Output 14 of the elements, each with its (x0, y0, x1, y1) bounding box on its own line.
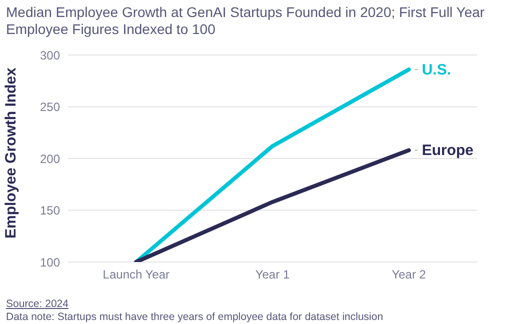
text: Data note: Startups must have three years of employee data for dataset inclusion (6, 311, 384, 323)
y-tick-label: 200 (40, 152, 60, 166)
x-tick-label: Year 1 (255, 268, 290, 282)
series-label: Europe (422, 142, 474, 160)
x-tick-label: Year 2 (392, 268, 426, 282)
series-label: U.S. (422, 61, 452, 78)
y-tick-label: 300 (40, 48, 60, 62)
y-tick-label: 100 (40, 255, 60, 270)
y-axis-title: Employee Growth Index (2, 66, 20, 238)
x-tick-label: Launch Year (102, 268, 170, 282)
chart-title: Median Employee Growth at GenAI Startups Founded in 2020; First Full Year Employee Figures Indexed to 100 (6, 4, 486, 38)
source-note: Source: 2024 (6, 298, 68, 310)
y-tick-label: 250 (40, 100, 60, 114)
y-tick-label: 150 (40, 204, 60, 218)
